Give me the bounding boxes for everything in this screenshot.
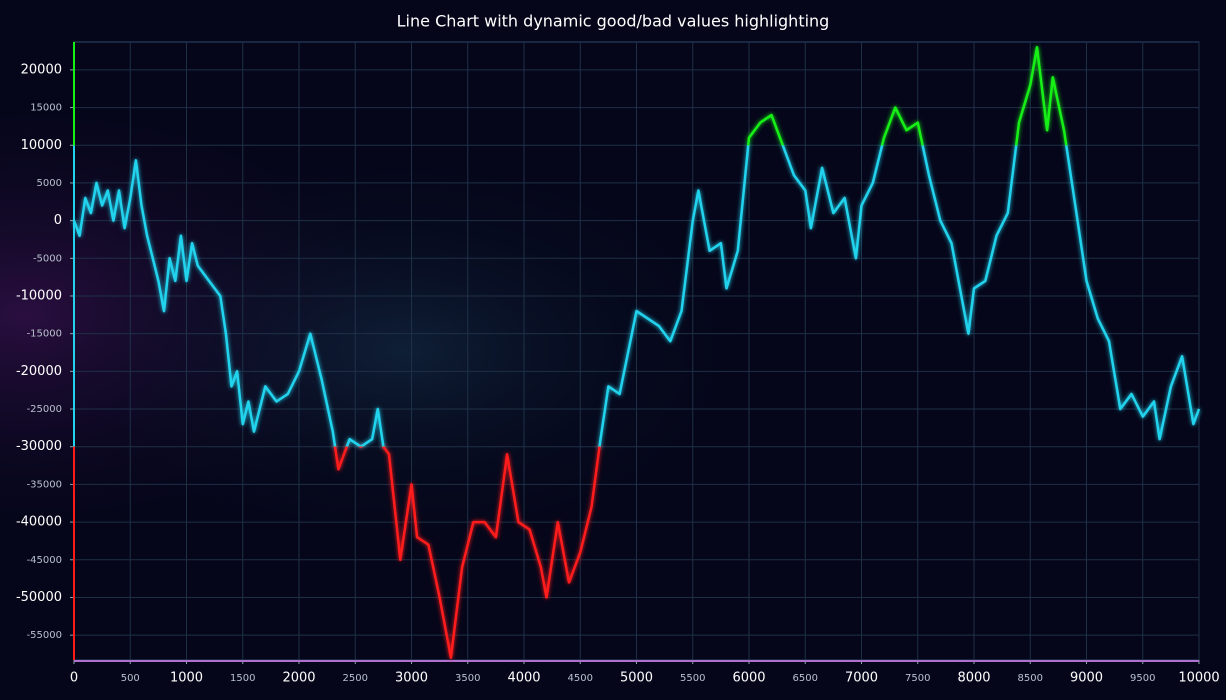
x-tick-label: 10000 [1178,671,1219,686]
x-tick-label: 500 [121,673,140,684]
y-tick-label: 0 [54,213,62,228]
y-tick-label: 10000 [21,138,62,153]
x-tick-label: 2000 [282,671,315,686]
x-tick-label: 9000 [1070,671,1103,686]
y-tick-label: 20000 [21,62,62,77]
y-tick-label: -35000 [27,479,62,490]
x-tick-label: 1500 [230,673,255,684]
y-tick-label: -25000 [27,404,62,415]
y-tick-label: -55000 [27,630,62,641]
x-tick-label: 6500 [793,673,818,684]
y-tick-label: 15000 [30,103,62,114]
x-tick-label: 2500 [343,673,368,684]
x-tick-label: 3000 [395,671,428,686]
x-tick-label: 1000 [170,671,203,686]
y-tick-label: -45000 [27,555,62,566]
x-tick-label: 8500 [1018,673,1043,684]
x-tick-label: 6000 [732,671,765,686]
x-tick-label: 4500 [568,673,593,684]
x-tick-label: 9500 [1130,673,1155,684]
y-tick-label: -50000 [16,590,62,605]
x-tick-label: 8000 [957,671,990,686]
x-tick-label: 7500 [905,673,930,684]
y-tick-label: -15000 [27,329,62,340]
y-tick-label: -5000 [33,253,62,264]
data-line [72,46,1201,659]
chart-title: Line Chart with dynamic good/bad values … [397,12,830,31]
y-tick-label: -10000 [16,288,62,303]
x-tick-label: 7000 [845,671,878,686]
y-tick-label: -20000 [16,364,62,379]
x-tick-label: 3500 [455,673,480,684]
x-tick-label: 0 [70,671,78,686]
x-tick-label: 5000 [620,671,653,686]
x-tick-label: 5500 [680,673,705,684]
x-tick-label: 4000 [507,671,540,686]
y-tick-label: -30000 [16,439,62,454]
y-tick-label: -40000 [16,515,62,530]
y-tick-label: 5000 [37,178,62,189]
